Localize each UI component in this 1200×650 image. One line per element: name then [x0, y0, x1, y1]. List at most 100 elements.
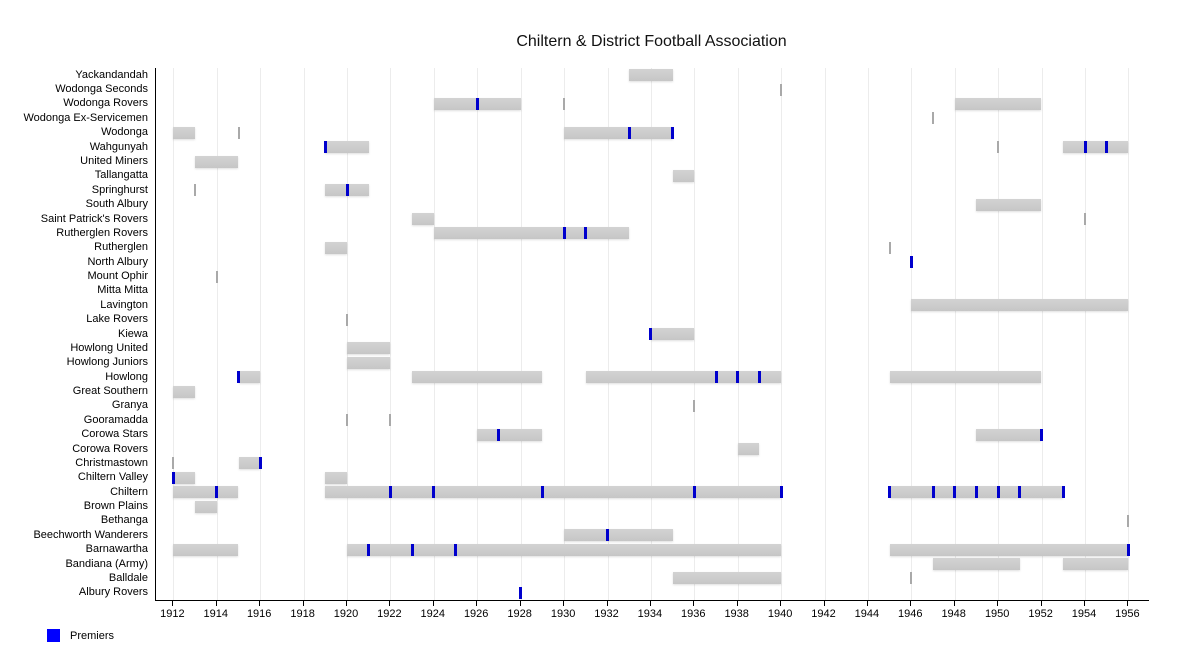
premier-tick	[584, 227, 588, 240]
x-axis-tick	[1084, 601, 1085, 606]
x-axis-tick-label: 1942	[811, 608, 836, 620]
x-axis-tick	[649, 601, 651, 606]
x-axis-tick-label: 1922	[377, 608, 402, 620]
gantt-bar	[564, 126, 673, 139]
x-axis-tick-label: 1928	[507, 608, 532, 620]
gantt-bar	[650, 328, 695, 340]
x-axis-tick-label: 1936	[681, 608, 706, 620]
premier-tick	[1126, 543, 1130, 556]
row-label: Corowa Rovers	[72, 442, 148, 455]
gantt-bar	[889, 371, 1042, 384]
grid-line	[390, 68, 392, 600]
row-label: Howlong Juniors	[66, 356, 148, 369]
single-year-mark	[389, 414, 392, 427]
x-axis-tick-label: 1956	[1115, 608, 1140, 620]
grid-line	[477, 68, 479, 600]
gantt-bar	[564, 529, 673, 542]
row-label: Chiltern Valley	[77, 471, 148, 484]
grid-line	[433, 68, 435, 600]
x-axis-tick	[476, 601, 478, 606]
gantt-bar	[325, 471, 347, 484]
gantt-bar	[933, 558, 1020, 571]
gantt-bar	[173, 471, 196, 484]
single-year-mark	[1084, 213, 1086, 225]
premiers-legend-label: Premiers	[70, 629, 115, 642]
row-label: Gooramadda	[83, 413, 148, 426]
x-axis-tick-label: 1912	[160, 608, 185, 620]
premier-tick	[1018, 486, 1022, 499]
x-axis-tick	[389, 601, 391, 606]
row-label: Albury Rovers	[78, 586, 148, 599]
premier-tick	[1105, 141, 1109, 154]
x-axis-tick-label: 1952	[1028, 608, 1053, 620]
x-axis-tick-label: 1920	[333, 608, 359, 620]
premier-tick	[497, 428, 501, 441]
grid-line	[1085, 68, 1086, 600]
premier-tick	[475, 97, 479, 110]
gantt-bar	[173, 543, 239, 556]
gantt-bar	[889, 543, 1129, 556]
x-axis-tick	[997, 601, 999, 606]
x-axis-tick-label: 1914	[203, 608, 229, 620]
gantt-bar	[911, 299, 1129, 312]
x-axis-tick-label: 1918	[290, 608, 315, 620]
x-axis-tick	[1127, 601, 1129, 606]
row-label: Corowa Stars	[81, 428, 148, 441]
row-label: Rutherglen Rovers	[56, 226, 148, 239]
x-axis-tick	[866, 601, 868, 606]
premier-tick	[367, 543, 371, 556]
grid-line	[173, 68, 175, 600]
premier-tick	[736, 371, 740, 384]
premier-tick	[323, 141, 327, 154]
x-axis-tick-label: 1948	[941, 608, 966, 620]
gantt-bar	[737, 443, 760, 455]
gantt-bar	[238, 457, 261, 470]
premier-tick	[410, 543, 414, 556]
single-year-mark	[194, 184, 197, 197]
row-label: Bethanga	[100, 514, 148, 527]
gantt-bar	[195, 155, 239, 168]
gantt-bar	[629, 69, 673, 82]
gantt-bar	[585, 371, 782, 384]
premier-tick	[888, 486, 892, 499]
premier-tick	[606, 529, 609, 542]
row-label: Bandiana (Army)	[65, 557, 148, 570]
row-label: Lavington	[100, 298, 148, 311]
legend: Premiers	[47, 629, 114, 642]
grid-line	[781, 68, 783, 600]
x-axis-tick-label: 1926	[463, 608, 489, 620]
single-year-mark	[932, 112, 934, 125]
premier-tick	[171, 471, 175, 484]
row-label: Christmastown	[75, 456, 148, 469]
grid-line	[1041, 68, 1043, 600]
premier-tick	[237, 371, 240, 384]
premier-tick	[388, 486, 392, 499]
premier-tick	[215, 486, 219, 499]
premier-tick	[757, 371, 761, 384]
x-axis-tick-label: 1932	[594, 608, 619, 620]
row-label: Wodonga	[101, 126, 148, 139]
x-axis-tick	[302, 601, 304, 606]
premier-tick	[909, 256, 913, 269]
gantt-bar	[325, 486, 782, 499]
row-label: Wodonga Seconds	[55, 83, 148, 96]
grid-line	[694, 68, 696, 600]
x-axis-tick-label: 1924	[420, 608, 446, 620]
single-year-mark	[780, 83, 783, 96]
premier-tick	[519, 586, 523, 599]
premier-tick	[996, 486, 1000, 499]
grid-line	[824, 68, 826, 600]
gantt-bar	[412, 213, 434, 225]
x-axis-tick-label: 1940	[767, 608, 793, 620]
row-label: South Albury	[85, 198, 148, 211]
grid-line	[216, 68, 218, 600]
x-axis-tick	[606, 601, 608, 606]
row-label: North Albury	[87, 255, 148, 268]
gantt-bar	[412, 371, 543, 384]
grid-line	[954, 68, 956, 600]
row-label: Wodonga Ex-Servicemen	[23, 111, 148, 124]
gantt-bar	[173, 385, 196, 398]
gantt-bar	[433, 227, 630, 240]
premier-tick	[345, 184, 349, 197]
